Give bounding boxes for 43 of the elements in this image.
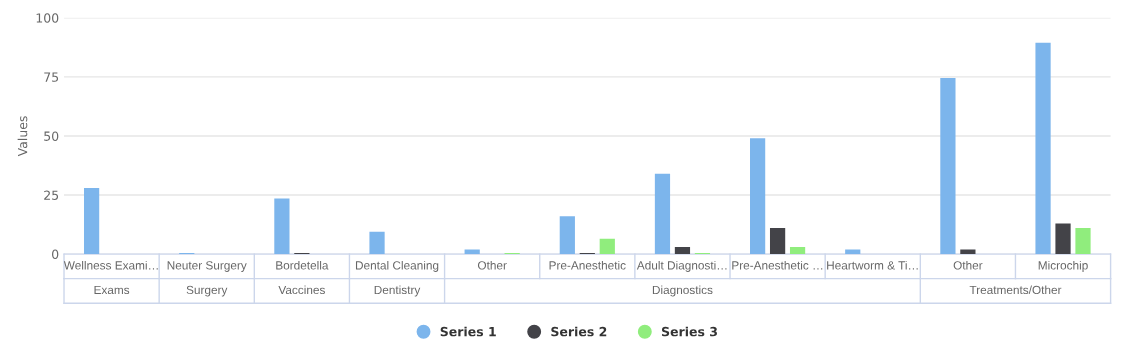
x-tick-label: Neuter Surgery xyxy=(167,261,247,272)
bar xyxy=(83,187,100,255)
legend-label: Series 3 xyxy=(661,326,717,337)
y-tick-label: 75 xyxy=(44,72,59,82)
bar xyxy=(750,138,766,255)
x-tick-label: Wellness Exami… xyxy=(63,260,158,270)
x-tick-label: Other xyxy=(477,260,507,270)
y-tick-label: 100 xyxy=(36,13,59,23)
bar xyxy=(1035,42,1051,255)
text: Surgery xyxy=(186,285,228,297)
legend-label: Series 2 xyxy=(551,326,607,337)
text: Diagnostics xyxy=(652,285,713,297)
x-tick-label: Adult Diagnosti… xyxy=(636,260,727,272)
bar xyxy=(1055,223,1071,255)
y-tick-label: 25 xyxy=(44,190,59,200)
bar xyxy=(369,231,385,255)
text: Exams xyxy=(94,285,130,295)
text: Dentistry xyxy=(374,285,421,297)
bar xyxy=(789,247,806,255)
bar xyxy=(960,249,976,255)
bar xyxy=(559,216,575,255)
y-tick-label: 0 xyxy=(52,249,59,260)
y-tick-label: 50 xyxy=(44,131,59,141)
x-tick-label: Pre-Anesthetic … xyxy=(732,260,823,270)
y-axis-title: Values xyxy=(17,116,28,157)
bar xyxy=(845,249,861,255)
legend-label: Series 1 xyxy=(440,326,496,337)
bar xyxy=(1075,228,1091,255)
x-tick-label: Pre-Anesthetic xyxy=(549,260,626,270)
x-tick-label: Microchip xyxy=(1038,260,1088,272)
bar xyxy=(599,238,615,255)
text: Vaccines xyxy=(278,285,325,295)
bar xyxy=(674,247,691,255)
bar xyxy=(940,78,956,255)
x-tick-label: Dental Cleaning xyxy=(355,260,439,272)
bar xyxy=(654,173,671,255)
x-tick-label: Heartworm & Ti… xyxy=(827,260,918,270)
bar xyxy=(769,228,786,255)
text: Treatments/Other xyxy=(969,285,1062,295)
bar xyxy=(274,198,290,255)
bar xyxy=(464,249,480,255)
x-tick-label: Other xyxy=(953,260,983,270)
x-tick-label: Bordetella xyxy=(276,260,329,270)
